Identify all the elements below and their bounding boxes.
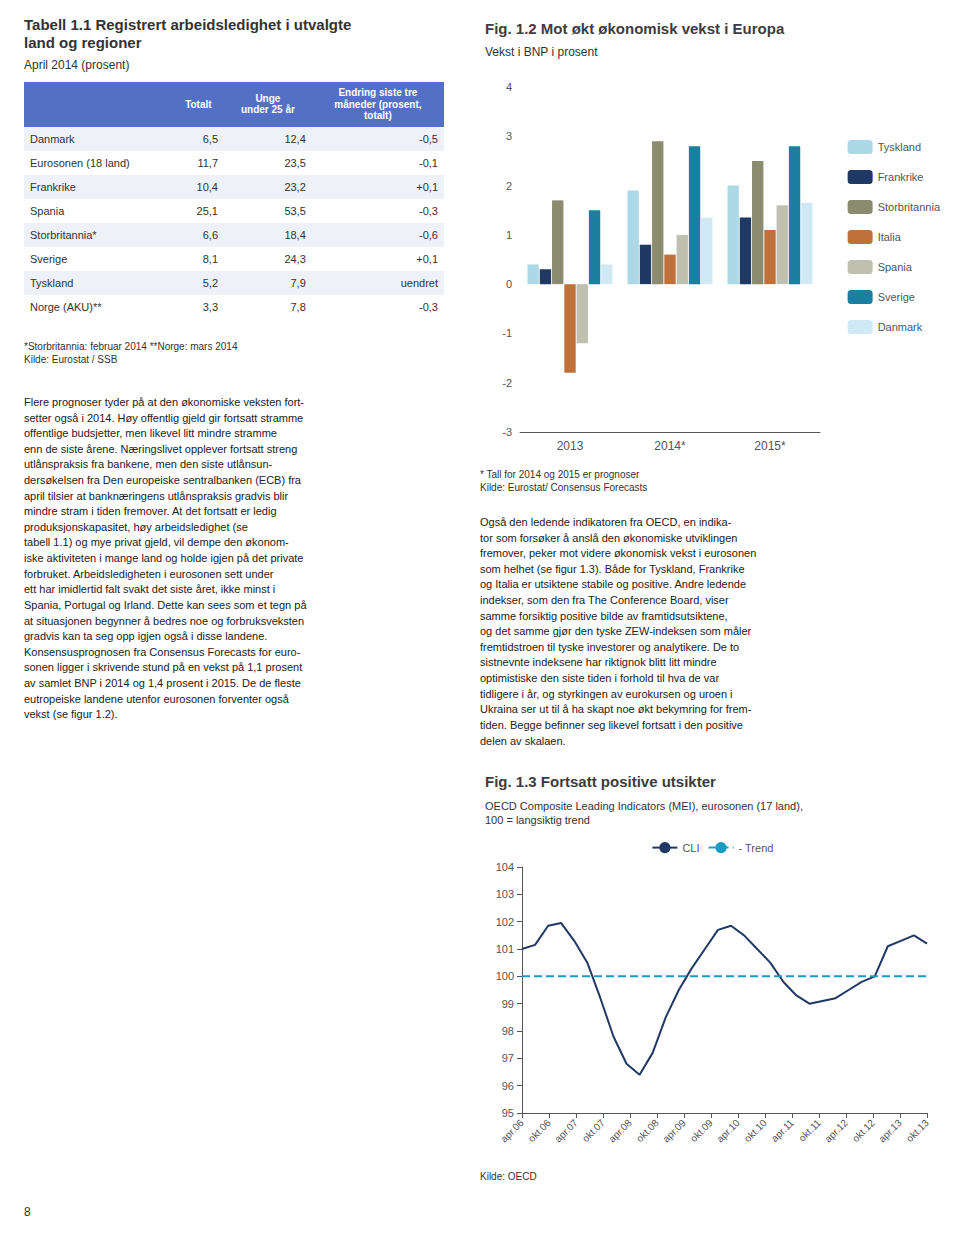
html-text:-0,5: -0,5 bbox=[419, 132, 438, 145]
html-text:-0,1: -0,1 bbox=[419, 156, 438, 169]
svg-text:okt.13: okt.13 bbox=[904, 1117, 931, 1144]
html-text:Endring siste tre måneder (pro: Endring siste tre måneder (prosent, tota… bbox=[334, 87, 422, 121]
html-text:3,3: 3,3 bbox=[202, 300, 218, 313]
html-text:18,4: 18,4 bbox=[284, 228, 306, 241]
svg-text:Sverige: Sverige bbox=[878, 291, 915, 303]
html-text:+0,1: +0,1 bbox=[416, 180, 438, 193]
html-text:Flere prognoser tyder på at de: Flere prognoser tyder på at den økonomis… bbox=[24, 396, 307, 721]
html-text:53,5: 53,5 bbox=[284, 204, 306, 217]
html-text:6,5: 6,5 bbox=[202, 132, 218, 145]
svg-text:2015*: 2015* bbox=[754, 439, 786, 453]
svg-text:98: 98 bbox=[502, 1025, 514, 1037]
svg-text:apr.11: apr.11 bbox=[769, 1117, 796, 1144]
html-text:* Tall for 2014 og 2015 er pro: * Tall for 2014 og 2015 er prognoser Kil… bbox=[480, 469, 648, 493]
svg-text:okt.07: okt.07 bbox=[580, 1117, 607, 1144]
html-text:*Storbritannia: februar 2014 *: *Storbritannia: februar 2014 **Norge: ma… bbox=[24, 341, 238, 365]
svg-text:Tyskland: Tyskland bbox=[878, 141, 921, 153]
svg-text:Storbritannia: Storbritannia bbox=[878, 201, 941, 213]
html-text:Unge under 25 år: Unge under 25 år bbox=[240, 92, 295, 116]
svg-text:-1: -1 bbox=[502, 327, 512, 339]
html-text:Frankrike: Frankrike bbox=[30, 180, 76, 193]
svg-text:Fig. 1.3 Fortsatt positive uts: Fig. 1.3 Fortsatt positive utsikter bbox=[485, 773, 716, 790]
svg-text:Fig. 1.2 Mot økt økonomisk vek: Fig. 1.2 Mot økt økonomisk vekst i Europ… bbox=[485, 20, 785, 37]
svg-text:-3: -3 bbox=[502, 426, 512, 438]
svg-text:96: 96 bbox=[502, 1080, 514, 1092]
html-text:Norge (AKU)**: Norge (AKU)** bbox=[30, 300, 102, 313]
html-text:-0,6: -0,6 bbox=[419, 228, 438, 241]
html-text:-0,3: -0,3 bbox=[419, 300, 438, 313]
svg-text:apr.06: apr.06 bbox=[498, 1117, 526, 1145]
svg-text:okt.06: okt.06 bbox=[526, 1117, 553, 1144]
html-text:6,6: 6,6 bbox=[202, 228, 218, 241]
svg-text:102: 102 bbox=[496, 916, 514, 928]
svg-text:Spania: Spania bbox=[878, 261, 913, 273]
svg-text:4: 4 bbox=[506, 81, 512, 93]
svg-text:apr.07: apr.07 bbox=[552, 1117, 580, 1145]
svg-text:0: 0 bbox=[506, 278, 512, 290]
svg-text:101: 101 bbox=[496, 943, 514, 955]
html-text:25,1: 25,1 bbox=[196, 204, 218, 217]
svg-text:apr.10: apr.10 bbox=[714, 1117, 742, 1145]
html-text:5,2: 5,2 bbox=[202, 276, 218, 289]
html-text:Tabell 1.1 Registrert arbeidsl: Tabell 1.1 Registrert arbeidsledighet i … bbox=[24, 16, 352, 51]
svg-text:95: 95 bbox=[502, 1107, 514, 1119]
html-text:7,8: 7,8 bbox=[290, 300, 306, 313]
html-text:Også den ledende indikatoren f: Også den ledende indikatoren fra OECD, e… bbox=[480, 516, 757, 747]
html-text:11,7: 11,7 bbox=[197, 156, 218, 169]
svg-text:2: 2 bbox=[506, 180, 512, 192]
svg-text:apr.09: apr.09 bbox=[660, 1117, 688, 1145]
svg-text:OECD Composite Leading Indicat: OECD Composite Leading Indicators (MEI),… bbox=[485, 800, 803, 812]
html-text:10,4: 10,4 bbox=[196, 180, 218, 193]
svg-text:okt.09: okt.09 bbox=[688, 1117, 715, 1144]
html-text:23,2: 23,2 bbox=[284, 180, 306, 193]
html-text:Spania: Spania bbox=[30, 204, 65, 217]
html-text:April 2014 (prosent): April 2014 (prosent) bbox=[24, 58, 130, 72]
svg-text:Italia: Italia bbox=[878, 231, 902, 243]
svg-text:apr.08: apr.08 bbox=[606, 1117, 634, 1145]
svg-text:103: 103 bbox=[496, 888, 514, 900]
svg-text:apr.13: apr.13 bbox=[876, 1117, 904, 1145]
svg-text:Vekst i BNP i prosent: Vekst i BNP i prosent bbox=[485, 45, 598, 59]
svg-text:okt.08: okt.08 bbox=[634, 1117, 661, 1144]
svg-text:2014*: 2014* bbox=[654, 439, 686, 453]
svg-text:99: 99 bbox=[502, 998, 514, 1010]
html-text:24,3: 24,3 bbox=[284, 252, 306, 265]
svg-text:CLI: CLI bbox=[682, 842, 699, 854]
svg-text:1: 1 bbox=[506, 229, 512, 241]
svg-text:Frankrike: Frankrike bbox=[878, 171, 924, 183]
html-text:Sverige: Sverige bbox=[30, 252, 68, 265]
svg-text:97: 97 bbox=[502, 1052, 514, 1064]
svg-text:2013: 2013 bbox=[557, 439, 584, 453]
svg-text:100 = langsiktig trend: 100 = langsiktig trend bbox=[485, 814, 590, 826]
html-text:8,1: 8,1 bbox=[202, 252, 218, 265]
svg-text:Danmark: Danmark bbox=[878, 321, 923, 333]
svg-text:- Trend: - Trend bbox=[739, 842, 774, 854]
html-text:23,5: 23,5 bbox=[284, 156, 306, 169]
html-text:+0,1: +0,1 bbox=[416, 252, 438, 265]
html-text:8: 8 bbox=[24, 1205, 31, 1219]
html-text:uendret: uendret bbox=[400, 276, 438, 289]
html-text:7,9: 7,9 bbox=[290, 276, 306, 289]
svg-text:100: 100 bbox=[496, 970, 514, 982]
svg-text:-2: -2 bbox=[502, 377, 512, 389]
svg-text:104: 104 bbox=[496, 861, 514, 873]
html-text:Danmark: Danmark bbox=[30, 132, 75, 145]
svg-text:okt.10: okt.10 bbox=[742, 1117, 769, 1144]
svg-text:okt.12: okt.12 bbox=[850, 1117, 877, 1144]
svg-text:okt.11: okt.11 bbox=[796, 1117, 823, 1144]
svg-text:apr.12: apr.12 bbox=[822, 1117, 850, 1145]
html-text:-0,3: -0,3 bbox=[419, 204, 438, 217]
html-text:Tyskland: Tyskland bbox=[30, 276, 74, 289]
html-text:Kilde: OECD: Kilde: OECD bbox=[480, 1171, 537, 1182]
svg-text:3: 3 bbox=[506, 130, 512, 142]
html-text:Storbritannia*: Storbritannia* bbox=[30, 228, 97, 241]
html-text:Totalt: Totalt bbox=[185, 98, 212, 110]
html-text:12,4: 12,4 bbox=[284, 132, 306, 145]
html-text:Eurosonen (18 land): Eurosonen (18 land) bbox=[30, 156, 130, 169]
